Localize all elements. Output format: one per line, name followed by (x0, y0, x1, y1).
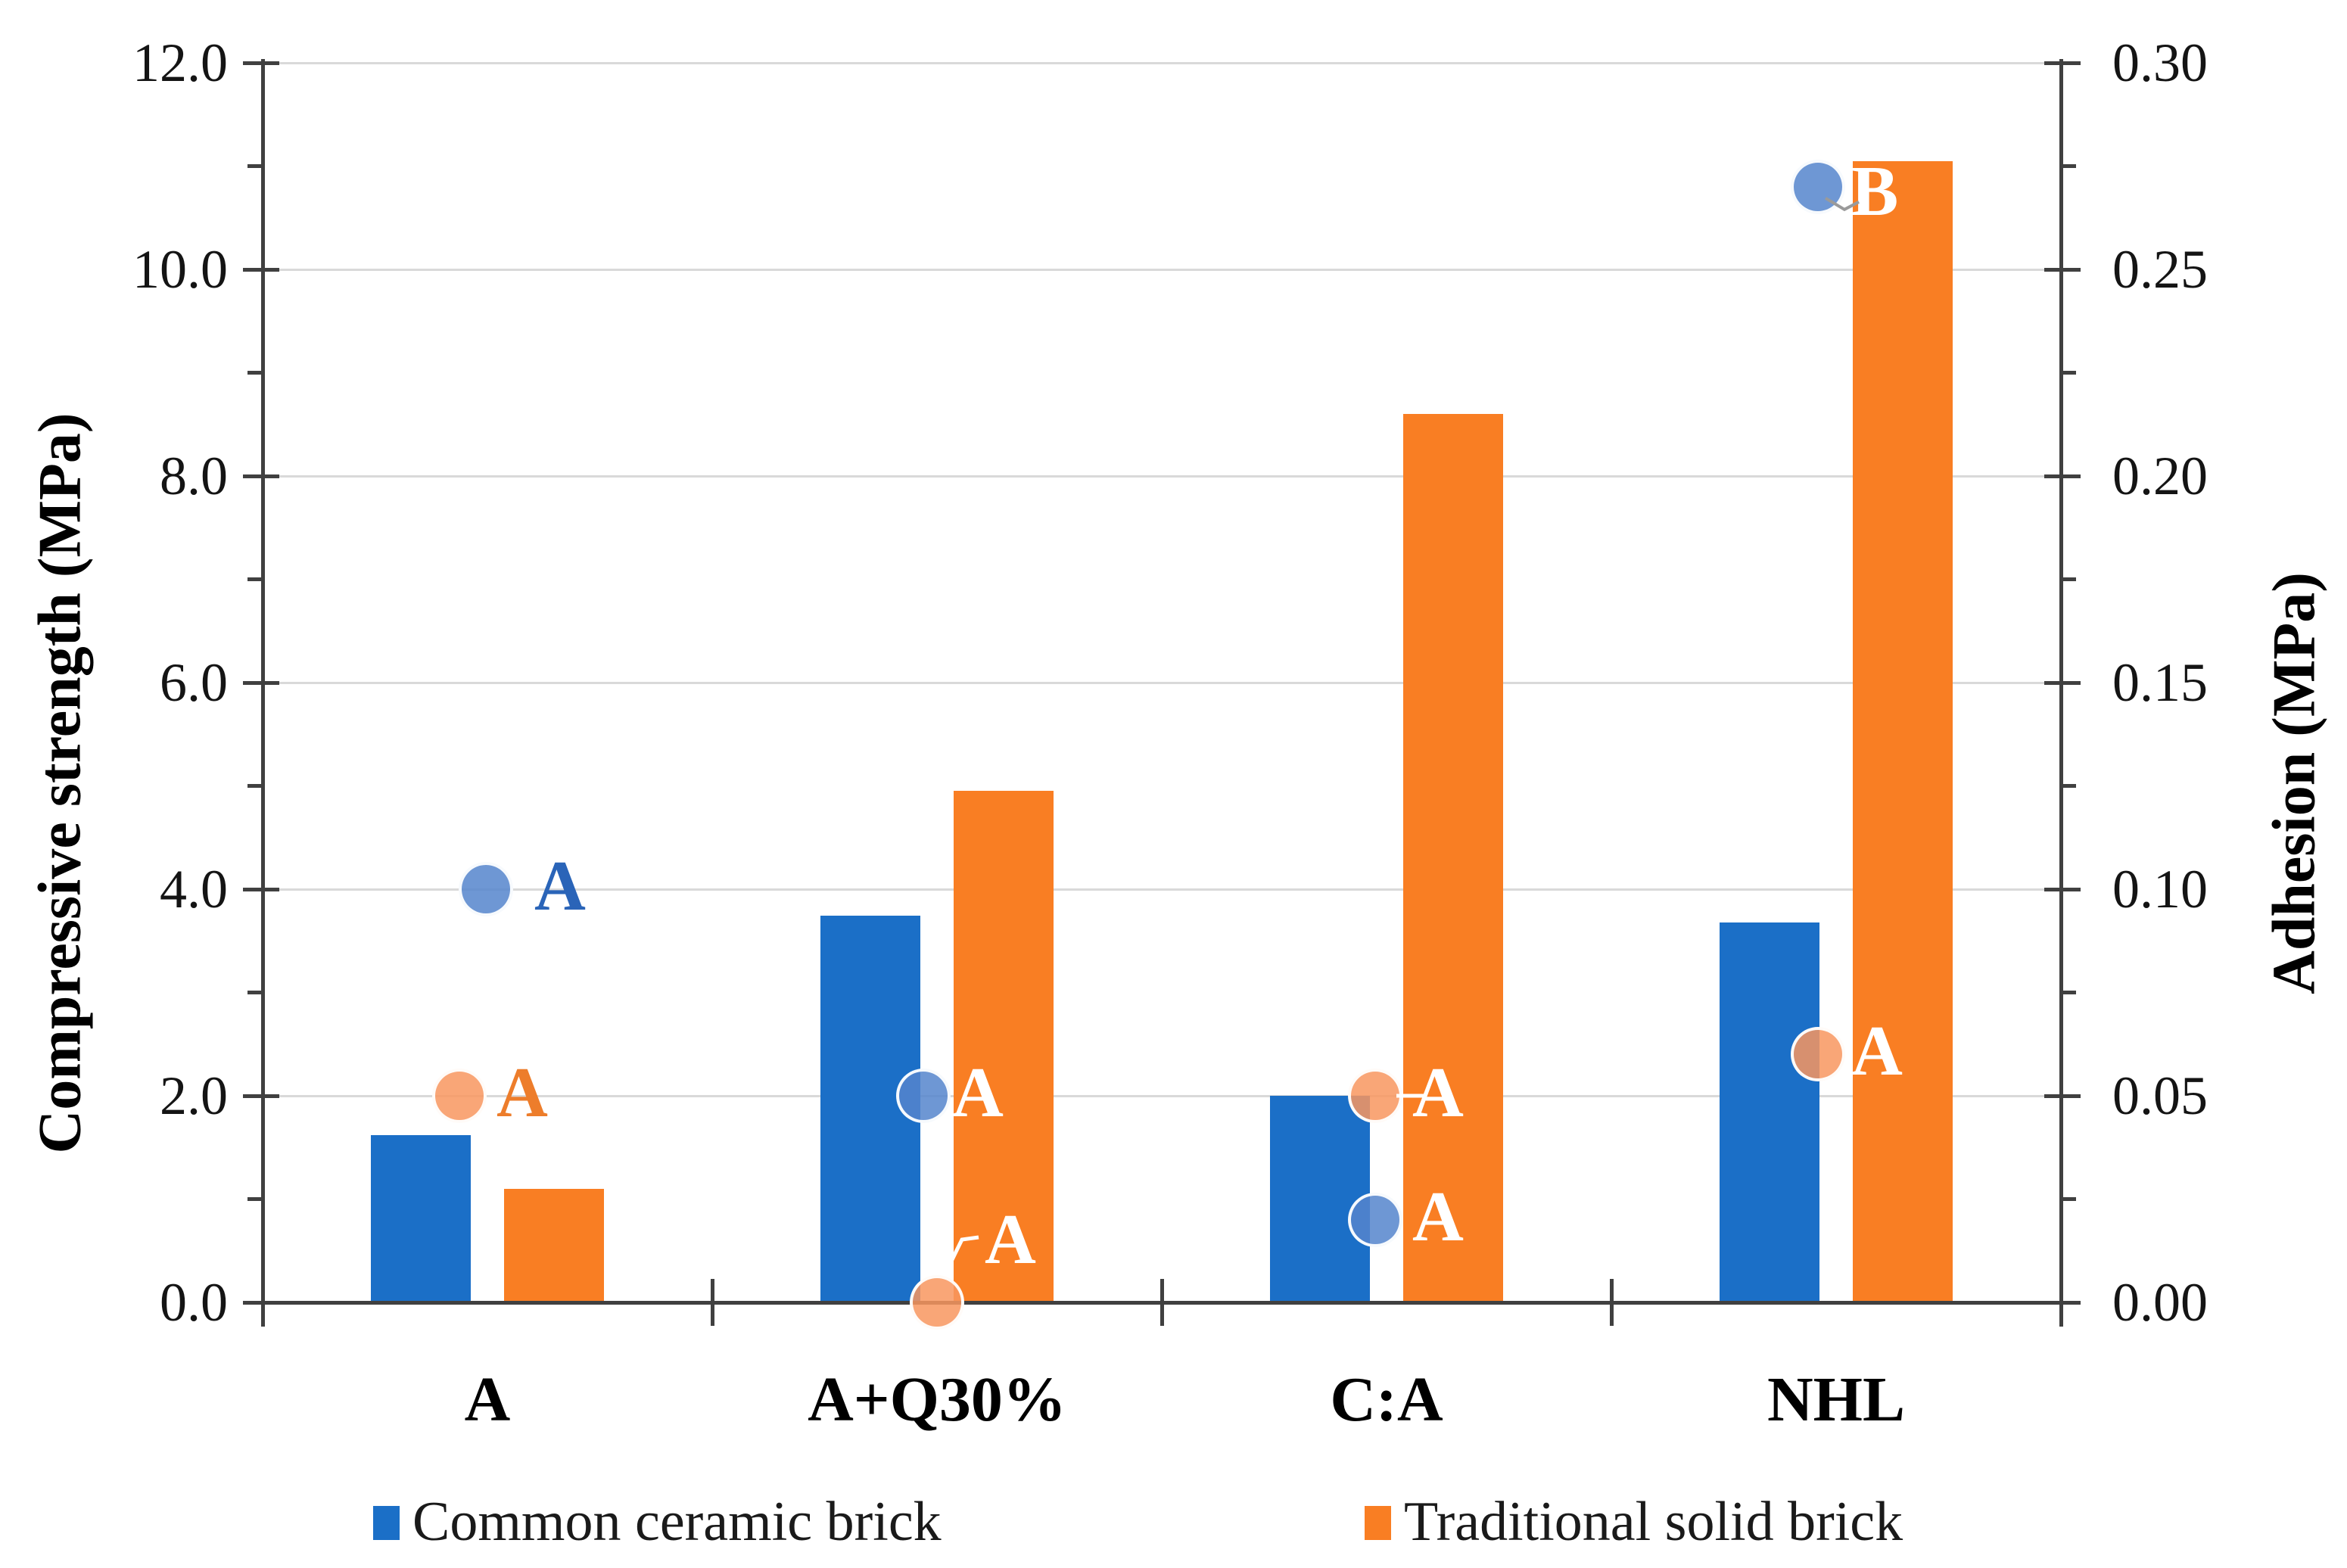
right-minor-tick-5 (2061, 784, 2076, 788)
scatter-point-common-ceramic-brick-adhesion-NHL (1791, 159, 1845, 214)
left-major-tick-6 (243, 680, 279, 685)
right-minor-tick-7 (2061, 577, 2076, 581)
right-minor-tick-3 (2061, 991, 2076, 994)
x-category-label-NHL: NHL (1766, 1364, 1906, 1435)
scatter-point-common-ceramic-brick-adhesion-A (459, 862, 513, 916)
right-major-tick-2 (2044, 1094, 2081, 1098)
point-letter-NHL-A: A (1851, 1012, 1903, 1091)
left-minor-tick-9 (247, 371, 263, 375)
gridline-6.0 (263, 681, 2061, 684)
left-tick-label-4.0: 4.0 (160, 859, 228, 919)
left-minor-tick-7 (247, 577, 263, 581)
left-major-tick-4 (243, 887, 279, 891)
right-tick-label-0.15: 0.15 (2112, 652, 2208, 713)
left-minor-tick-1 (247, 1197, 263, 1201)
left-major-tick-12 (243, 61, 279, 65)
left-major-tick-2 (243, 1094, 279, 1098)
left-tick-label-6.0: 6.0 (160, 652, 228, 713)
x-category-label-C:A: C:A (1330, 1364, 1443, 1435)
point-letter-NHL-B: B (1851, 152, 1899, 232)
scatter-point-common-ceramic-brick-adhesion-A+Q30% (896, 1069, 951, 1123)
right-major-tick-0 (2044, 1300, 2081, 1305)
left-minor-tick-3 (247, 991, 263, 994)
bar-common-ceramic-brick-NHL (1720, 922, 1819, 1302)
right-tick-label-0.00: 0.00 (2112, 1272, 2208, 1333)
scatter-point-traditional-solid-brick-adhesion-C:A (1348, 1069, 1402, 1123)
right-minor-tick-11 (2061, 164, 2076, 168)
right-tick-label-0.10: 0.10 (2112, 859, 2208, 919)
scatter-point-traditional-solid-brick-adhesion-A (432, 1069, 487, 1123)
left-minor-tick-5 (247, 784, 263, 788)
bar-common-ceramic-brick-A (371, 1134, 471, 1302)
scatter-point-traditional-solid-brick-adhesion-A+Q30% (910, 1275, 964, 1330)
point-letter-C:A-A: A (1412, 1053, 1464, 1133)
x-category-label-A+Q30%: A+Q30% (808, 1364, 1066, 1435)
right-major-tick-4 (2044, 887, 2081, 891)
bar-common-ceramic-brick-C:A (1270, 1096, 1370, 1302)
right-major-tick-8 (2044, 474, 2081, 478)
bar-traditional-solid-brick-NHL (1853, 160, 1953, 1302)
x-axis-separator-tick-2 (1159, 1279, 1164, 1326)
left-axis-title: Compressive strength (MPa) (26, 412, 94, 1154)
legend-swatch-traditional-solid-brick (1365, 1506, 1391, 1540)
bar-traditional-solid-brick-A (504, 1188, 604, 1302)
right-minor-tick-9 (2061, 371, 2076, 375)
scatter-point-common-ceramic-brick-adhesion-C:A (1348, 1192, 1402, 1247)
right-minor-tick-1 (2061, 1197, 2076, 1201)
right-axis-line (2059, 59, 2063, 1327)
bar-traditional-solid-brick-A+Q30% (954, 791, 1054, 1302)
right-major-tick-12 (2044, 61, 2081, 65)
point-letter-A+Q30%-A: A (985, 1200, 1036, 1280)
point-letter-A+Q30%-A: A (952, 1053, 1004, 1133)
gridline-8.0 (263, 474, 2061, 478)
legend-label-common-ceramic-brick: Common ceramic brick (412, 1491, 942, 1553)
gridline-12.0 (263, 61, 2061, 64)
right-tick-label-0.20: 0.20 (2112, 446, 2208, 506)
point-letter-A-A: A (534, 847, 586, 926)
gridline-2.0 (263, 1094, 2061, 1097)
bar-traditional-solid-brick-C:A (1403, 414, 1503, 1302)
left-tick-label-2.0: 2.0 (160, 1066, 228, 1126)
right-tick-label-0.05: 0.05 (2112, 1066, 2208, 1126)
left-axis-line (260, 59, 265, 1327)
left-tick-label-10.0: 10.0 (132, 239, 228, 300)
left-major-tick-8 (243, 474, 279, 478)
point-letter-C:A-A: A (1412, 1178, 1464, 1257)
right-major-tick-6 (2044, 680, 2081, 685)
left-tick-label-8.0: 8.0 (160, 446, 228, 506)
x-category-label-A: A (464, 1364, 511, 1435)
right-major-tick-10 (2044, 267, 2081, 272)
scatter-point-traditional-solid-brick-adhesion-NHL (1791, 1027, 1845, 1082)
right-axis-title: Adhesion (MPa) (2261, 572, 2328, 994)
x-axis-separator-tick-1 (710, 1279, 714, 1326)
left-minor-tick-11 (247, 164, 263, 168)
right-tick-label-0.25: 0.25 (2112, 239, 2208, 300)
left-tick-label-0.0: 0.0 (160, 1272, 228, 1333)
gridline-4.0 (263, 888, 2061, 891)
legend-label-traditional-solid-brick: Traditional solid brick (1404, 1491, 1903, 1553)
x-axis-separator-tick-3 (1609, 1279, 1614, 1326)
right-tick-label-0.30: 0.30 (2112, 33, 2208, 93)
left-tick-label-12.0: 12.0 (132, 33, 228, 93)
legend-swatch-common-ceramic-brick (373, 1506, 400, 1540)
point-letter-A-A: A (496, 1053, 548, 1133)
left-major-tick-0 (243, 1300, 279, 1305)
gridline-10.0 (263, 268, 2061, 271)
left-major-tick-10 (243, 267, 279, 272)
